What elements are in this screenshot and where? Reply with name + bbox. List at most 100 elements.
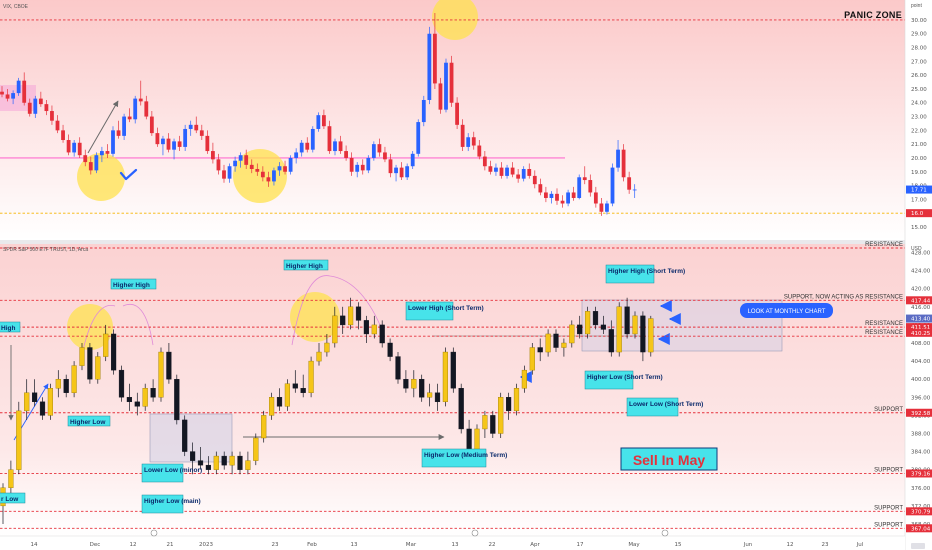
spy-y-tick-label: 372.00	[911, 504, 931, 510]
vix-y-tick-label: 27.00	[911, 59, 927, 65]
svg-text:r Low: r Low	[1, 496, 19, 503]
vix-candle	[277, 166, 282, 171]
svg-text:Higher Low (Medium Term): Higher Low (Medium Term)	[424, 452, 507, 459]
vix-candle	[172, 141, 176, 150]
vix-candle	[566, 192, 570, 204]
spy-level-tag	[906, 408, 932, 417]
vix-candle	[355, 164, 360, 172]
vix-y-tick-label: 25.00	[911, 87, 927, 93]
spy-candle	[403, 378, 409, 389]
vix-candle	[482, 156, 487, 167]
pane-divider[interactable]	[0, 240, 932, 244]
spy-candle	[292, 383, 298, 389]
vix-candle	[100, 151, 104, 156]
svg-text:Higher High (Short Term): Higher High (Short Term)	[608, 268, 685, 275]
vix-candle	[444, 62, 448, 110]
spy-candle	[442, 351, 449, 403]
spy-candle	[482, 415, 488, 430]
spy-candle	[245, 460, 251, 470]
vix-candle	[22, 80, 27, 103]
spy-level-tag	[906, 323, 932, 332]
svg-text:LOOK AT MONTHLY CHART: LOOK AT MONTHLY CHART	[748, 309, 826, 315]
annotation-label: Higher Low	[67, 415, 111, 427]
vix-candle	[438, 83, 443, 110]
vix-candle	[50, 111, 54, 121]
spy-candle	[126, 397, 133, 403]
vix-candle	[238, 155, 243, 161]
vix-candle	[344, 151, 348, 158]
vix-candle	[571, 192, 576, 198]
vix-candle	[327, 126, 332, 152]
vix-y-tick-label: 30.00	[911, 18, 927, 24]
vix-candle	[371, 144, 376, 158]
spy-candle	[213, 455, 219, 470]
price-axis-background	[905, 0, 932, 550]
event-marker-icon[interactable]	[661, 529, 669, 537]
annotation-label: Higher Low (main)	[141, 494, 201, 514]
panic-zone-label: PANIC ZONE	[844, 10, 902, 20]
x-tick-label: Mar	[406, 542, 417, 548]
spy-pink-arc	[291, 275, 381, 346]
vix-price-tag-label: 17.71	[911, 188, 927, 194]
vix-candle	[544, 192, 548, 198]
vix-up-arrow	[87, 100, 119, 154]
spy-candle	[308, 360, 314, 393]
spy-candle	[545, 333, 551, 353]
spy-candle	[253, 437, 259, 461]
vix-candle	[61, 130, 65, 141]
vix-candle	[122, 116, 126, 136]
vix-candle	[72, 142, 77, 153]
monthly-chart-callout: LOOK AT MONTHLY CHART	[740, 303, 833, 318]
vix-candle	[283, 166, 287, 172]
vix-candle	[0, 91, 4, 95]
vix-candle	[521, 168, 526, 179]
spy-candle	[577, 324, 583, 335]
x-tick-label: 23	[822, 542, 829, 548]
vix-candle	[555, 193, 559, 201]
event-marker-icon[interactable]	[471, 529, 479, 537]
spy-candle	[419, 378, 425, 398]
vix-candle	[433, 33, 437, 84]
spy-pink-arc	[122, 304, 154, 346]
vix-pane-title: VIX, CBOE	[3, 4, 29, 10]
vix-candle	[427, 33, 432, 100]
spy-level-tag-label: 379.16	[911, 471, 931, 477]
spy-candle	[269, 397, 275, 416]
spy-candle	[340, 315, 346, 326]
vix-candle	[161, 138, 165, 145]
spy-candle	[316, 351, 322, 362]
spy-axis-unit: USD	[911, 246, 922, 252]
vix-candle	[88, 162, 93, 171]
spy-candle	[284, 383, 291, 407]
vix-candle	[233, 160, 237, 167]
vix-price-tag	[906, 185, 932, 194]
event-marker-icon[interactable]	[150, 529, 158, 537]
vix-candle	[305, 142, 310, 150]
vix-candle	[310, 128, 315, 150]
vix-candle	[405, 166, 410, 178]
spy-candle	[189, 451, 196, 461]
spy-candle	[616, 306, 622, 353]
eye-icon[interactable]	[911, 543, 925, 549]
spy-candle	[32, 392, 38, 403]
spy-candle	[640, 315, 646, 353]
vix-candle	[599, 203, 604, 212]
annotation-label: High	[0, 321, 21, 333]
vix-y-tick-label: 15.00	[911, 225, 927, 231]
spy-level-tag-label: 413.40	[911, 317, 931, 323]
x-tick-label: 21	[167, 542, 174, 548]
spy-level-label: SUPPORT	[874, 407, 903, 413]
vix-candle	[11, 93, 15, 99]
svg-text:Lower High (Short Term): Lower High (Short Term)	[408, 305, 484, 312]
x-tick-label: 12	[130, 542, 137, 548]
vix-candle	[499, 167, 504, 176]
x-tick-label: Feb	[307, 542, 317, 548]
vix-y-tick-label: 28.00	[911, 46, 927, 52]
vix-candle	[294, 152, 299, 158]
vix-candle	[149, 116, 154, 134]
spy-y-tick-label: 376.00	[911, 486, 931, 492]
vix-candle	[144, 101, 149, 117]
vix-candle	[449, 62, 454, 103]
spy-candle	[513, 388, 520, 412]
vix-candle	[632, 189, 637, 191]
